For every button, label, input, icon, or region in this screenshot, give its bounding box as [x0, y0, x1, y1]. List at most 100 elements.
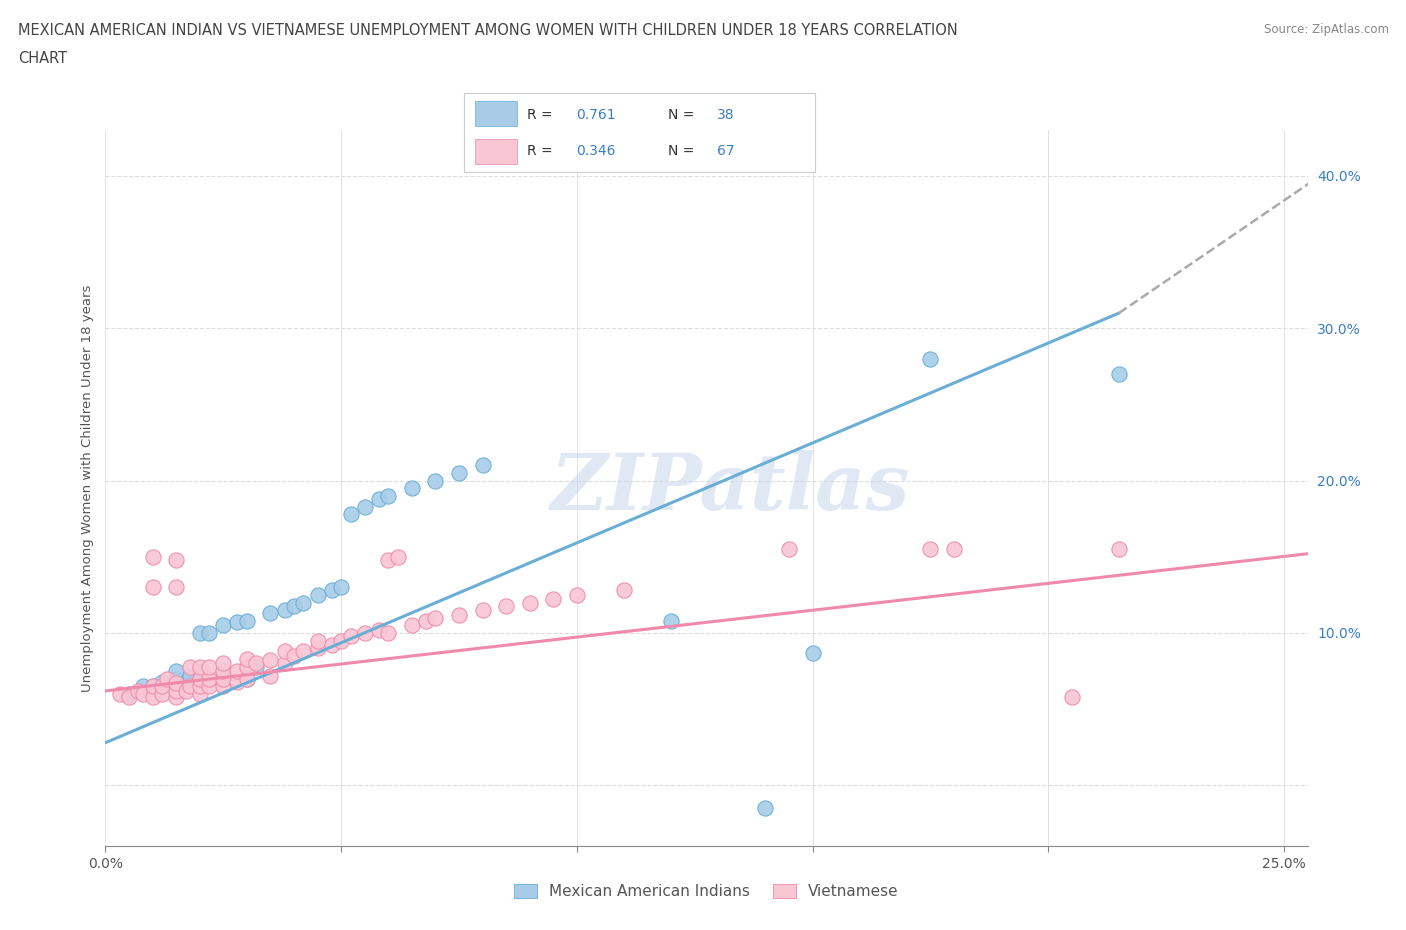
- Text: Source: ZipAtlas.com: Source: ZipAtlas.com: [1264, 23, 1389, 36]
- Point: [353, 626, 375, 641]
- Point: [165, 664, 187, 679]
- Point: [212, 679, 235, 694]
- Point: [132, 686, 155, 701]
- Point: [367, 622, 389, 637]
- Point: [179, 669, 201, 684]
- Point: [212, 664, 235, 679]
- Point: [565, 588, 588, 603]
- Text: 0.761: 0.761: [576, 108, 616, 122]
- Point: [1108, 542, 1130, 557]
- Point: [330, 633, 353, 648]
- Point: [273, 656, 295, 671]
- Point: [1060, 689, 1083, 704]
- Point: [273, 644, 295, 658]
- Point: [273, 603, 295, 618]
- Point: [156, 671, 179, 686]
- Point: [377, 488, 399, 503]
- Text: 0.346: 0.346: [576, 144, 616, 158]
- Point: [259, 669, 281, 684]
- Point: [198, 679, 221, 694]
- Point: [330, 579, 353, 594]
- Point: [198, 626, 221, 641]
- Point: [165, 684, 187, 698]
- Point: [425, 610, 447, 625]
- Point: [401, 618, 423, 632]
- Point: [377, 552, 399, 567]
- Point: [307, 633, 329, 648]
- Point: [321, 583, 343, 598]
- Point: [519, 595, 541, 610]
- Point: [226, 664, 249, 679]
- Text: MEXICAN AMERICAN INDIAN VS VIETNAMESE UNEMPLOYMENT AMONG WOMEN WITH CHILDREN UND: MEXICAN AMERICAN INDIAN VS VIETNAMESE UN…: [18, 23, 957, 38]
- Point: [179, 674, 201, 689]
- Point: [353, 499, 375, 514]
- Point: [377, 626, 399, 641]
- Point: [920, 542, 942, 557]
- Point: [118, 686, 141, 701]
- Point: [179, 659, 201, 674]
- Point: [188, 686, 211, 701]
- Point: [245, 656, 267, 671]
- Text: 38: 38: [717, 108, 735, 122]
- Point: [447, 607, 470, 622]
- Point: [188, 679, 211, 694]
- Point: [236, 651, 259, 666]
- Point: [188, 664, 211, 679]
- Point: [179, 679, 201, 694]
- Point: [292, 595, 315, 610]
- Point: [212, 656, 235, 671]
- Point: [259, 653, 281, 668]
- Point: [471, 458, 494, 472]
- Point: [943, 542, 966, 557]
- Point: [259, 605, 281, 620]
- FancyBboxPatch shape: [475, 101, 517, 126]
- Point: [150, 674, 173, 689]
- Legend: Mexican American Indians, Vietnamese: Mexican American Indians, Vietnamese: [506, 876, 907, 907]
- Point: [339, 629, 361, 644]
- Point: [174, 684, 197, 698]
- Point: [495, 598, 517, 613]
- Point: [198, 659, 221, 674]
- Point: [212, 669, 235, 684]
- Point: [127, 684, 149, 698]
- Point: [1108, 366, 1130, 381]
- Point: [212, 671, 235, 686]
- Point: [659, 614, 682, 629]
- Point: [226, 674, 249, 689]
- Point: [188, 674, 211, 689]
- Point: [283, 598, 305, 613]
- Point: [778, 542, 800, 557]
- Point: [142, 550, 165, 565]
- Point: [307, 641, 329, 656]
- Point: [367, 491, 389, 506]
- Point: [150, 679, 173, 694]
- Point: [543, 592, 565, 607]
- Point: [415, 614, 437, 629]
- Point: [307, 588, 329, 603]
- Point: [236, 671, 259, 686]
- Point: [920, 352, 942, 366]
- Text: R =: R =: [527, 144, 557, 158]
- Point: [132, 679, 155, 694]
- Point: [245, 659, 267, 674]
- Point: [108, 686, 131, 701]
- Point: [118, 689, 141, 704]
- Point: [236, 659, 259, 674]
- Point: [165, 579, 187, 594]
- Text: N =: N =: [668, 108, 699, 122]
- Point: [142, 579, 165, 594]
- Point: [188, 626, 211, 641]
- Point: [401, 481, 423, 496]
- Point: [142, 689, 165, 704]
- Text: 67: 67: [717, 144, 735, 158]
- Point: [212, 618, 235, 632]
- Point: [165, 676, 187, 691]
- Point: [236, 614, 259, 629]
- Point: [226, 615, 249, 630]
- Point: [188, 671, 211, 686]
- Text: CHART: CHART: [18, 51, 67, 66]
- Text: ZIPatlas: ZIPatlas: [551, 450, 910, 526]
- Point: [142, 679, 165, 694]
- Point: [339, 507, 361, 522]
- Point: [165, 689, 187, 704]
